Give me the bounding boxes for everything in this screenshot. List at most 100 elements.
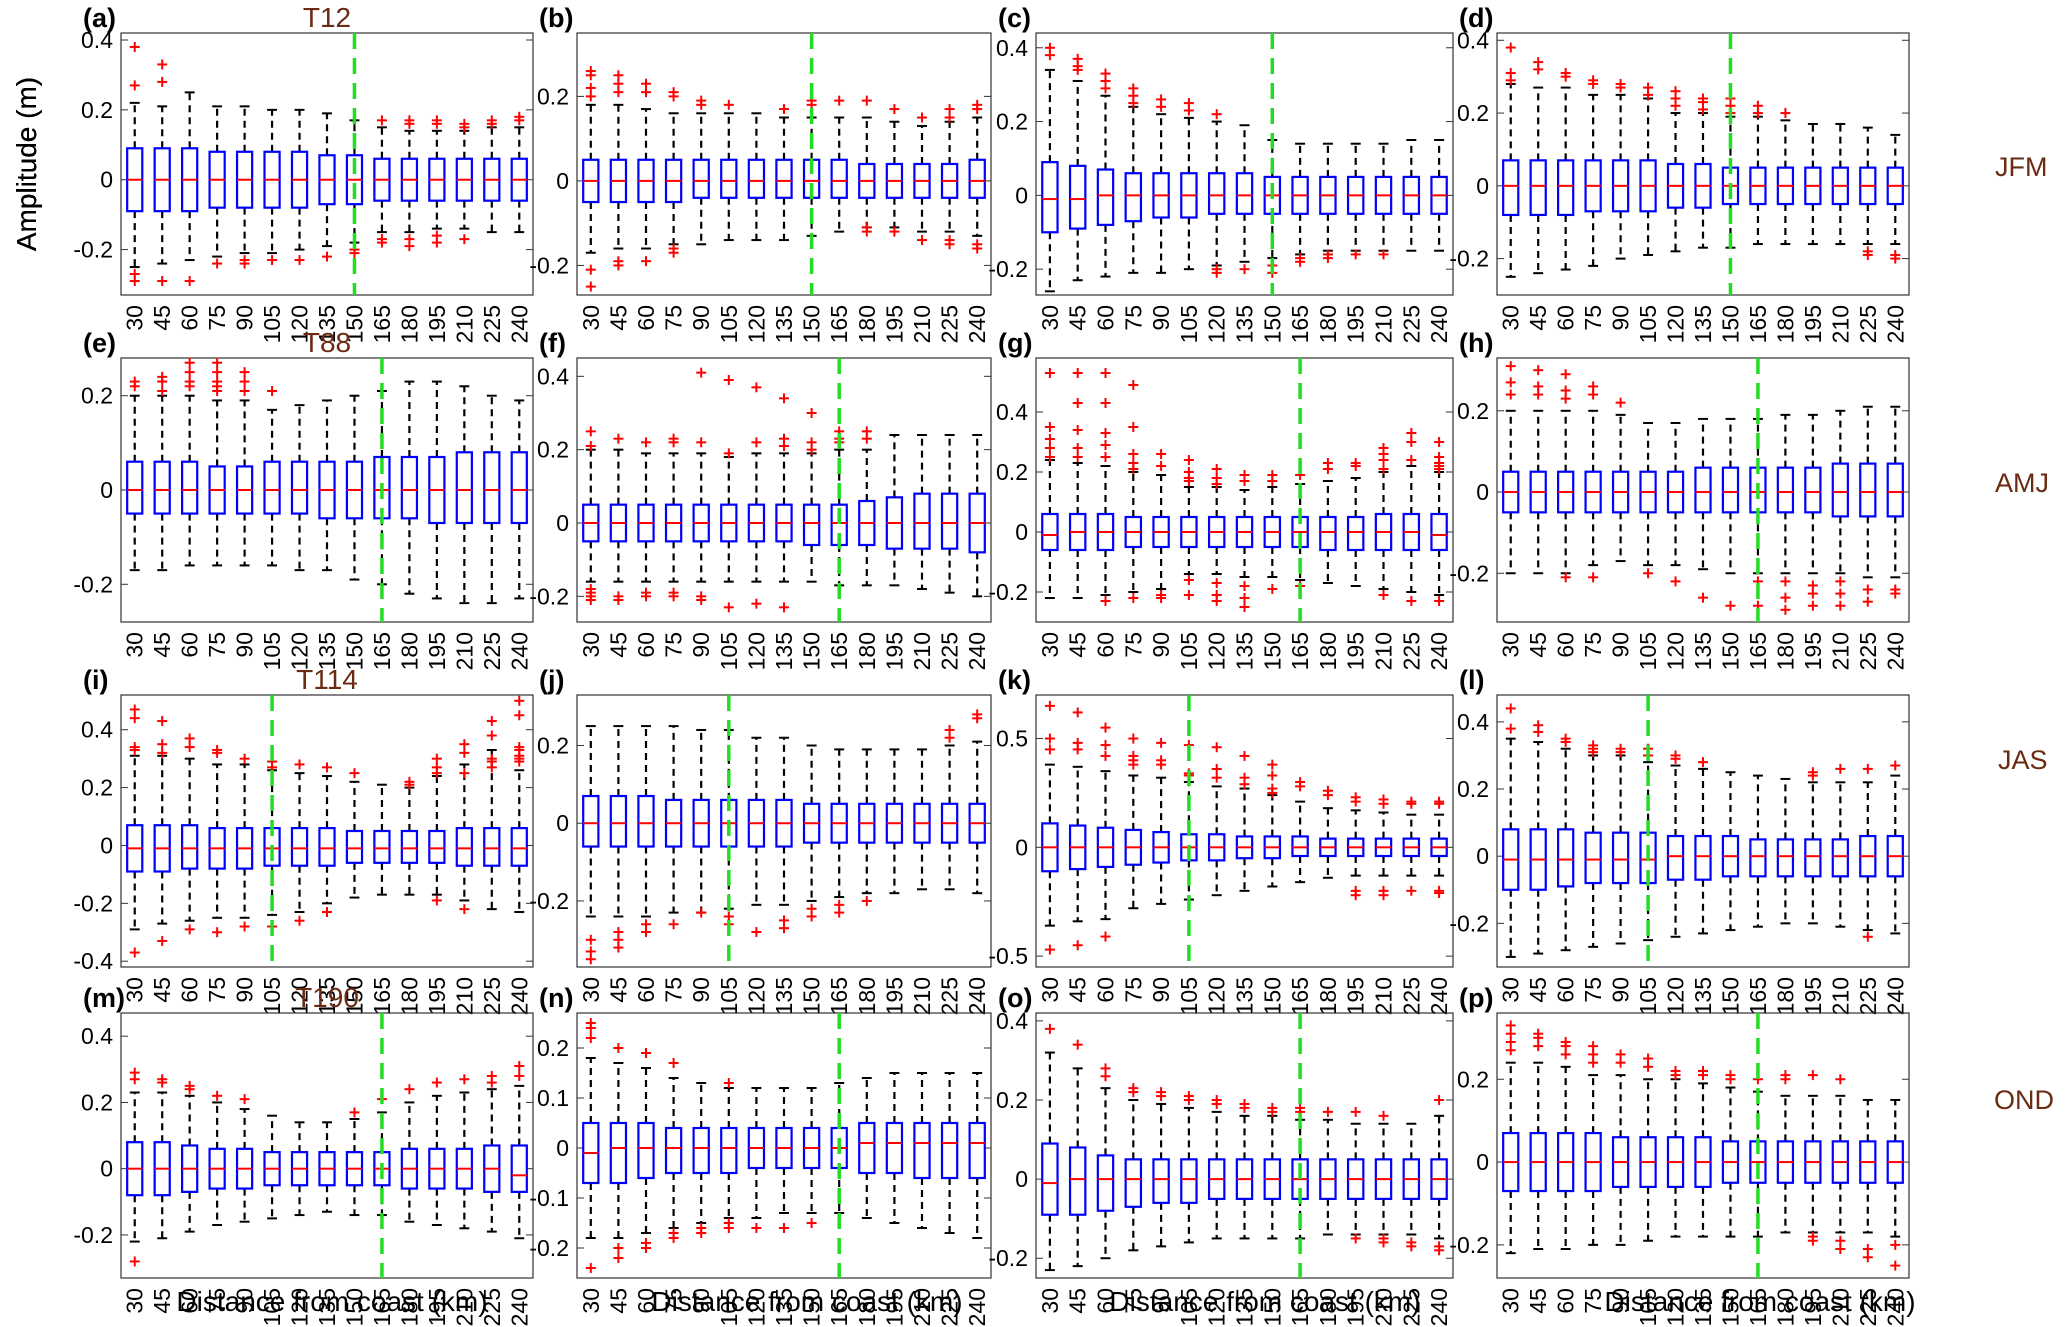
panel-letter: (b): [539, 3, 573, 33]
outlier-marker: [1239, 476, 1250, 486]
iqr-box: [1124, 172, 1143, 223]
box-180: [858, 748, 876, 906]
outlier-marker: [641, 1243, 651, 1253]
outlier-marker: [1434, 798, 1445, 809]
panel-letter: (o): [998, 983, 1032, 1013]
box-180: [1776, 1070, 1795, 1234]
outlier-marker: [184, 381, 195, 392]
y-tick-label: 0.2: [1457, 776, 1489, 802]
iqr-box: [1096, 1154, 1115, 1212]
box-75: [208, 357, 226, 567]
box-210: [913, 748, 931, 891]
x-tick-label: 45: [1065, 1288, 1091, 1314]
box-120: [1207, 109, 1226, 278]
axes-frame: [120, 1012, 534, 1279]
x-tick-label: 30: [1037, 305, 1063, 331]
x-tick-label: 120: [1204, 632, 1230, 670]
box-165: [1749, 774, 1767, 928]
box-195: [1346, 792, 1365, 901]
y-tick-label: 0.4: [996, 1008, 1028, 1034]
row-label-amj: AMJ: [1995, 468, 2049, 498]
outlier-marker: [696, 437, 707, 448]
box-150: [345, 394, 364, 581]
outlier-marker: [1588, 78, 1599, 89]
box-45: [1068, 1039, 1087, 1268]
outlier-marker: [1406, 798, 1417, 809]
outlier-marker: [585, 1033, 596, 1043]
x-tick-label: 180: [1315, 977, 1341, 1015]
iqr-box: [263, 460, 281, 515]
box-135: [318, 1121, 336, 1213]
iqr-box: [455, 451, 473, 525]
x-tick-label: 120: [1204, 1288, 1230, 1326]
x-tick-label: 180: [396, 1288, 422, 1326]
box-60: [1096, 368, 1115, 606]
x-tick-label: 60: [633, 1288, 659, 1314]
iqr-box: [1749, 838, 1767, 878]
outlier-marker: [861, 95, 872, 106]
outlier-marker: [1698, 104, 1708, 115]
outlier-marker: [613, 70, 624, 81]
x-tick-label: 60: [1093, 977, 1119, 1003]
outlier-marker: [1211, 464, 1222, 474]
box-225: [483, 115, 501, 234]
outlier-marker: [212, 357, 223, 368]
iqr-box: [968, 1121, 986, 1180]
iqr-box: [126, 460, 144, 515]
outlier-marker: [1752, 108, 1763, 119]
outlier-marker: [751, 437, 762, 448]
y-tick-label: 0.4: [1457, 27, 1489, 53]
x-tick-label: 90: [232, 977, 258, 1003]
outlier-marker: [514, 1061, 525, 1071]
outlier-marker: [1044, 744, 1055, 755]
x-axis-label-col1: Distance from coast (km): [176, 1286, 487, 1317]
outlier-marker: [184, 367, 195, 378]
x-tick-label: 75: [204, 632, 230, 658]
outlier-marker: [641, 1048, 651, 1058]
x-tick-label: 45: [149, 1288, 175, 1314]
x-tick-label: 120: [743, 632, 769, 670]
box-90: [235, 1094, 254, 1223]
x-tick-label: 165: [369, 1288, 395, 1326]
x-tick-label: 195: [1343, 632, 1369, 670]
x-tick-label: 165: [1287, 977, 1313, 1015]
box-90: [235, 105, 254, 269]
box-180: [858, 95, 876, 237]
box-105: [1180, 455, 1198, 600]
panel-letter: (d): [1459, 3, 1493, 33]
box-120: [747, 1087, 766, 1233]
box-60: [181, 733, 199, 935]
outlier-marker: [723, 375, 734, 385]
x-tick-label: 195: [424, 305, 450, 343]
outlier-marker: [431, 753, 442, 764]
outlier-marker: [779, 602, 789, 613]
row-label-ond: OND: [1994, 1085, 2054, 1115]
outlier-marker: [514, 1070, 525, 1081]
box-120: [1207, 464, 1226, 606]
x-tick-label: 135: [771, 305, 797, 343]
panel-d: -0.200.20.430 45 60 75 90 105 120 135 150 165 180 1…: [11, 3, 1910, 343]
iqr-box: [1041, 1142, 1059, 1216]
outlier-marker: [1044, 443, 1055, 453]
outlier-marker: [1434, 464, 1445, 474]
box-45: [609, 433, 628, 605]
iqr-box: [913, 492, 931, 550]
outlier-marker: [1505, 703, 1516, 714]
iqr-box: [1124, 1158, 1143, 1208]
outlier-marker: [779, 104, 789, 115]
outlier-marker: [376, 115, 387, 126]
outlier-marker: [184, 742, 195, 753]
box-60: [637, 1048, 655, 1253]
iqr-box: [1096, 168, 1115, 226]
x-tick-label: 60: [1553, 977, 1579, 1003]
outlier-marker: [1044, 700, 1055, 711]
box-180: [1776, 108, 1795, 246]
outlier-marker: [1406, 437, 1417, 447]
x-tick-label: 60: [1553, 632, 1579, 658]
iqr-box: [428, 829, 446, 864]
iqr-box: [720, 158, 738, 199]
iqr-box: [1430, 512, 1448, 552]
outlier-marker: [239, 753, 250, 764]
outlier-marker: [1267, 584, 1278, 594]
x-tick-label: 30: [1498, 1288, 1524, 1314]
